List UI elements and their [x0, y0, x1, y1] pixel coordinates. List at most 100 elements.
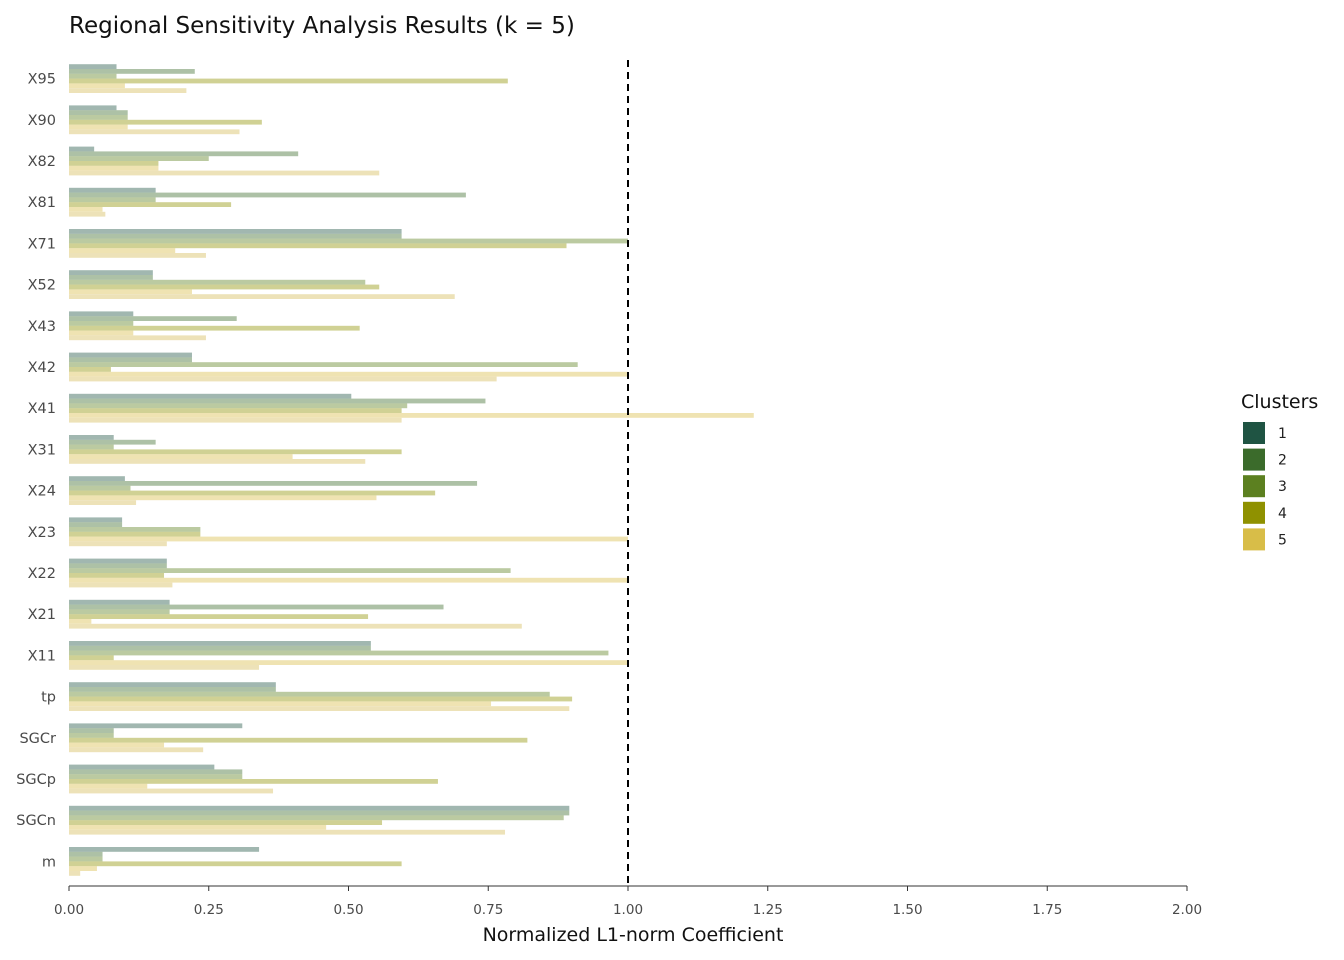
x-tick-label: 0.00: [54, 902, 84, 918]
bar-SGCn-series-4: [69, 820, 383, 825]
bar-X90-series-5: [69, 124, 128, 130]
bar-X52-series-1: [69, 270, 153, 275]
bar-X21-series-4: [69, 614, 369, 619]
bar-X23-series-1: [69, 517, 123, 523]
y-tick-label: X31: [28, 442, 56, 458]
bar-X43-series-2: [69, 316, 237, 321]
bar-X22-series-3: [69, 568, 511, 573]
y-tick-label: X41: [28, 401, 56, 417]
y-tick-label: X81: [28, 195, 56, 211]
bar-X43-series-5: [69, 330, 134, 336]
bar-X82-series-2: [69, 151, 299, 157]
bar-X31-series-4: [69, 449, 402, 455]
bar-SGCn-series-3: [69, 815, 564, 821]
bar-X23-series-3: [69, 527, 201, 532]
bar-X71-series-3: [69, 238, 628, 244]
legend-swatch-5: [1243, 528, 1265, 551]
bar-X90-series-4: [69, 119, 262, 125]
y-tick-label: X42: [28, 360, 56, 376]
y-axis-ticks: X95 X90 X82 X81 X71 X52 X43 X42 X41 X31 X24 X23 X22 X…: [16, 72, 56, 871]
bar-X41-series-5: [69, 413, 754, 418]
bar-SGCn-series-2: [69, 810, 570, 816]
y-tick-label: X22: [28, 566, 56, 582]
bar-SGCr-series-2: [69, 728, 114, 733]
bar-X90-series-2: [69, 110, 128, 115]
bar-tp-series-3: [69, 691, 550, 697]
legend-label-3: 3: [1278, 479, 1287, 495]
bar-X23-series-2: [69, 522, 123, 527]
bar-X71-series-6: [69, 253, 206, 258]
bar-X95-series-6: [69, 88, 187, 93]
bar-X31-series-1: [69, 435, 114, 440]
x-tick-label: 0.75: [473, 902, 503, 918]
bar-X23-series-5: [69, 536, 628, 542]
bars-layer: [69, 64, 754, 876]
bar-X42-series-4: [69, 367, 111, 372]
bar-SGCn-series-5: [69, 825, 327, 830]
x-tick-label: 2.00: [1172, 902, 1202, 918]
x-axis-ticks: 0.00 0.25 0.50 0.75 1.00 1.25 1.50 1.75 2.00: [54, 886, 1202, 918]
y-tick-label: X23: [28, 525, 56, 541]
x-tick-label: 1.25: [753, 902, 783, 918]
bar-X82-series-4: [69, 161, 159, 166]
bar-X11-series-6: [69, 665, 260, 670]
bar-X24-series-4: [69, 490, 436, 496]
bar-X22-series-5: [69, 577, 628, 583]
bar-X43-series-4: [69, 325, 360, 331]
legend-label-1: 1: [1278, 426, 1287, 442]
bar-X41-series-2: [69, 398, 486, 404]
bar-X52-series-6: [69, 294, 455, 299]
bar-X71-series-2: [69, 233, 402, 239]
bar-SGCn-series-1: [69, 805, 570, 811]
bar-SGCp-series-4: [69, 779, 438, 784]
bar-X41-series-6: [69, 417, 402, 423]
bar-X11-series-3: [69, 650, 609, 656]
bar-X24-series-5: [69, 495, 377, 501]
bar-X71-series-5: [69, 248, 176, 253]
bar-X81-series-4: [69, 202, 232, 207]
bar-X42-series-2: [69, 357, 192, 363]
bar-X11-series-5: [69, 660, 628, 665]
legend-swatch-3: [1243, 475, 1265, 498]
bar-X90-series-1: [69, 105, 117, 111]
bar-X41-series-3: [69, 403, 408, 409]
x-tick-label: 1.75: [1032, 902, 1062, 918]
legend-label-4: 4: [1278, 506, 1287, 522]
bar-X23-series-6: [69, 541, 167, 547]
bar-X23-series-4: [69, 531, 201, 537]
y-tick-label: tp: [41, 690, 56, 706]
bar-X11-series-1: [69, 641, 371, 646]
bar-X42-series-5: [69, 371, 628, 377]
bar-m-series-6: [69, 871, 81, 876]
bar-X31-series-6: [69, 459, 366, 464]
y-tick-label: X24: [28, 484, 56, 500]
bar-X81-series-6: [69, 211, 106, 217]
x-tick-label: 1.00: [613, 902, 643, 918]
bar-SGCr-series-5: [69, 742, 165, 748]
bar-X82-series-6: [69, 170, 380, 176]
bar-X21-series-3: [69, 609, 170, 615]
bar-X24-series-6: [69, 500, 137, 505]
bar-X81-series-1: [69, 187, 156, 193]
bar-X21-series-1: [69, 599, 170, 605]
bar-X43-series-1: [69, 311, 134, 317]
bar-SGCr-series-3: [69, 733, 114, 738]
bar-X22-series-2: [69, 563, 167, 569]
bar-X11-series-2: [69, 645, 371, 651]
bar-X21-series-6: [69, 623, 522, 629]
bar-m-series-5: [69, 866, 97, 871]
bar-X95-series-4: [69, 78, 508, 84]
y-tick-label: SGCn: [16, 813, 56, 829]
y-tick-label: X71: [28, 236, 56, 252]
bar-X24-series-1: [69, 476, 125, 481]
legend-title: Clusters: [1241, 391, 1318, 413]
bar-SGCp-series-1: [69, 764, 215, 770]
bar-tp-series-4: [69, 696, 573, 702]
bar-X81-series-2: [69, 192, 466, 198]
legend-label-5: 5: [1278, 532, 1287, 548]
bar-X95-series-3: [69, 73, 117, 79]
bar-X90-series-6: [69, 129, 240, 135]
bar-SGCp-series-5: [69, 783, 148, 789]
bar-X71-series-1: [69, 229, 402, 234]
bar-m-series-4: [69, 861, 402, 867]
